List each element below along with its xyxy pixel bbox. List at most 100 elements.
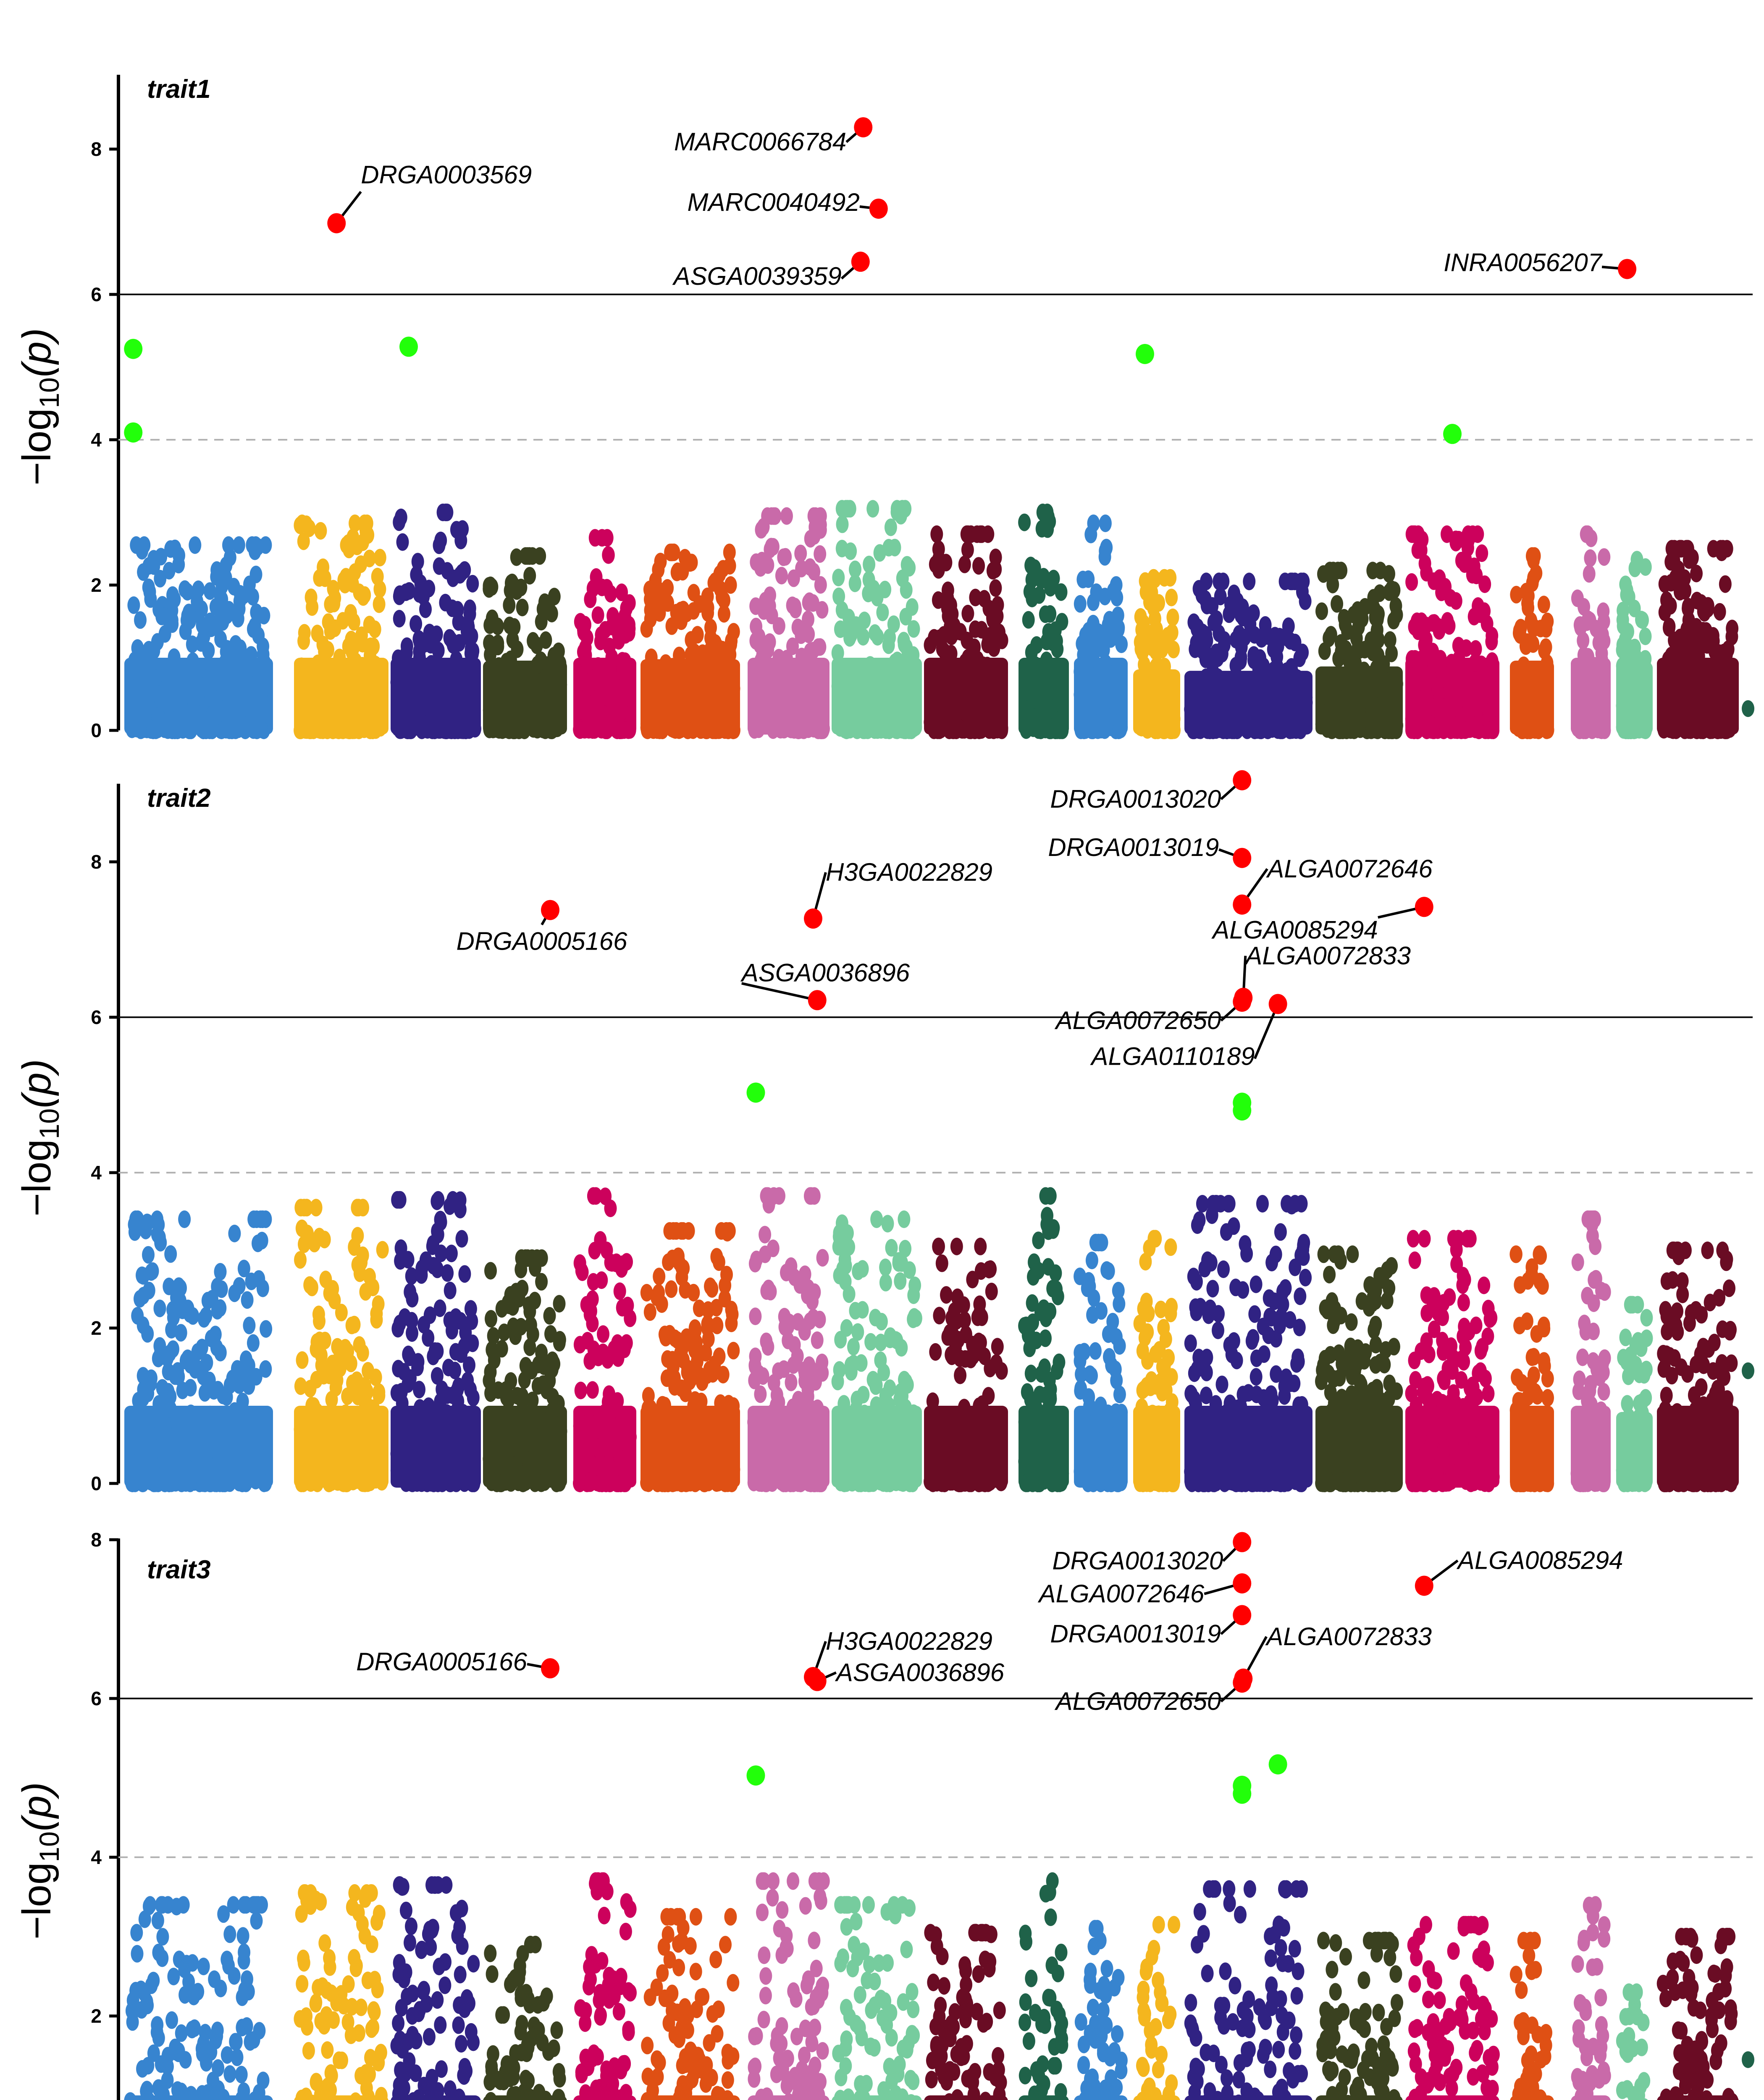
snp-point: [296, 1351, 309, 1369]
snp-point-peak: [870, 1210, 883, 1228]
snp-point: [682, 1222, 695, 1240]
snp-point: [665, 1280, 678, 1298]
snp-point: [932, 561, 945, 579]
snp-point: [974, 681, 987, 699]
snp-point: [705, 1437, 718, 1455]
snp-point: [1074, 686, 1087, 704]
snp-point-peak: [1366, 562, 1379, 580]
snp-point: [541, 1450, 554, 1468]
snp-point: [436, 1450, 449, 1467]
snp-point: [989, 549, 1002, 567]
snp-point: [449, 1404, 462, 1422]
snp-point: [494, 1408, 506, 1426]
snp-point: [1452, 530, 1465, 549]
snp-point: [219, 569, 232, 587]
snp-point: [1696, 714, 1709, 732]
y-tick-label: 2: [91, 574, 102, 596]
snp-point: [750, 617, 763, 635]
snp-point: [1674, 540, 1687, 558]
snp-point: [361, 1383, 374, 1401]
y-tick-label: 0: [91, 719, 102, 741]
snp-point: [654, 582, 667, 600]
snp-point: [485, 1310, 497, 1328]
snp-point-peak: [1581, 525, 1594, 543]
snp-point: [1147, 663, 1160, 681]
snp-point: [618, 664, 631, 682]
snp-point: [324, 595, 337, 613]
snp-point: [1720, 540, 1733, 558]
snp-point: [573, 1336, 586, 1354]
snp-point: [393, 1315, 406, 1333]
snp-point: [195, 720, 208, 738]
snp-point: [1196, 623, 1209, 641]
snp-point: [554, 1435, 567, 1453]
snp-point: [215, 1280, 228, 1298]
snp-point: [152, 707, 165, 725]
snp-point: [1469, 671, 1481, 689]
snp-point: [847, 1354, 860, 1373]
snp-point: [192, 661, 205, 679]
snp-point: [406, 1290, 419, 1308]
snp-point: [1486, 652, 1499, 670]
chr-9-points: [924, 525, 1008, 739]
snp-point: [165, 1321, 178, 1339]
snp-point: [344, 604, 357, 622]
snp-point: [941, 688, 954, 706]
snp-point: [747, 1413, 760, 1431]
snp-point: [617, 681, 630, 699]
snp-point: [154, 570, 167, 588]
snp-point: [311, 1473, 324, 1491]
snp-point: [684, 1474, 697, 1492]
snp-point: [1690, 564, 1703, 583]
snp-point: [543, 1372, 556, 1390]
snp-point: [1211, 668, 1224, 686]
snp-point-peak: [352, 1199, 365, 1217]
snp-point: [578, 691, 591, 709]
snp-point: [411, 553, 424, 571]
snp-point: [1661, 683, 1674, 701]
snp-point: [534, 651, 547, 669]
snp-point: [1151, 721, 1164, 739]
snp-point: [152, 1216, 165, 1234]
snp-point: [909, 1309, 922, 1327]
snp-point: [749, 632, 762, 650]
snp-point-peak: [866, 500, 879, 518]
snp-point: [200, 1354, 213, 1372]
snp-point: [1435, 583, 1448, 601]
snp-point: [1087, 593, 1100, 611]
snp-point: [163, 1277, 176, 1295]
snp-point: [1459, 721, 1472, 739]
snp-point: [205, 1329, 218, 1347]
snp-point-peak: [1525, 547, 1538, 565]
snp-point: [485, 661, 498, 679]
snp-point: [180, 1466, 193, 1484]
snp-point: [531, 1377, 544, 1395]
snp-point: [682, 1429, 696, 1447]
snp-point: [1033, 586, 1046, 604]
snp-point: [338, 1474, 351, 1492]
snp-point: [584, 591, 597, 608]
snp-point: [427, 1347, 440, 1365]
snp-point: [226, 721, 239, 739]
snp-point: [392, 1360, 405, 1378]
snp-point: [155, 548, 168, 566]
snp-point: [485, 1449, 498, 1466]
snp-point: [658, 1326, 671, 1344]
snp-point: [411, 717, 424, 735]
snp-point: [497, 711, 510, 729]
snp-point: [158, 1475, 171, 1492]
snp-point: [848, 1436, 861, 1454]
snp-point-peak: [189, 536, 202, 554]
snp-point: [317, 558, 330, 576]
snp-point: [725, 1314, 738, 1332]
snp-point: [666, 1351, 679, 1369]
snp-point: [659, 654, 672, 672]
snp-point: [249, 565, 262, 583]
snp-point: [866, 700, 879, 718]
snp-point: [591, 606, 604, 624]
snp-point: [1200, 668, 1213, 686]
chr-15-points: [1405, 525, 1500, 739]
significant-point: [851, 252, 870, 272]
snp-point: [503, 617, 516, 634]
